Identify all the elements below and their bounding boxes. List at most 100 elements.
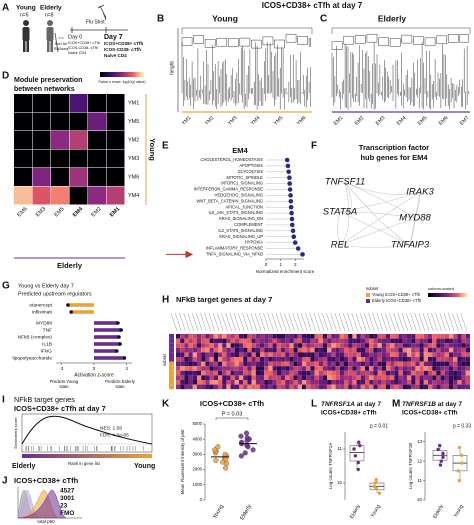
heat-cell bbox=[268, 357, 273, 362]
regulator-label: lipopolysaccharide bbox=[13, 355, 53, 361]
heat-cell bbox=[192, 370, 197, 376]
heat-cell bbox=[268, 352, 273, 357]
heat-cell bbox=[331, 370, 336, 376]
gene-label-mark bbox=[292, 312, 300, 332]
heat-cell bbox=[411, 352, 416, 357]
panel-label: A bbox=[2, 3, 9, 14]
heat-cell bbox=[381, 352, 386, 357]
heat-cell bbox=[218, 361, 223, 367]
gene-label-mark bbox=[305, 312, 312, 332]
gene-label-mark bbox=[237, 312, 245, 332]
bar-end bbox=[119, 328, 123, 332]
heat-cell bbox=[344, 334, 349, 339]
heat-cell bbox=[453, 366, 458, 371]
gene-node: REL bbox=[331, 240, 349, 251]
heat-cell bbox=[314, 334, 319, 339]
heat-cell bbox=[335, 352, 340, 357]
heat-cell bbox=[226, 352, 231, 357]
gene-label-mark bbox=[250, 312, 258, 332]
heat-cell bbox=[230, 338, 235, 344]
heat-cell bbox=[197, 375, 202, 380]
data-point bbox=[459, 453, 464, 458]
data-point bbox=[377, 491, 382, 495]
heat-cell bbox=[352, 357, 357, 362]
heat-cell bbox=[213, 366, 218, 371]
heat-cell bbox=[423, 338, 428, 344]
bar-end bbox=[116, 321, 120, 325]
heat-cell bbox=[230, 380, 235, 385]
data-point bbox=[441, 451, 445, 456]
heat-cell bbox=[264, 347, 269, 353]
gene-label-mark bbox=[204, 312, 211, 332]
heat-cell bbox=[192, 347, 197, 353]
heat-cell bbox=[310, 338, 315, 344]
heat-cell bbox=[373, 370, 378, 376]
heat-cell bbox=[411, 384, 416, 390]
heat-cell bbox=[457, 375, 462, 380]
regulator-label: etanercept bbox=[29, 302, 52, 308]
heat-cell bbox=[419, 357, 424, 362]
heat-cell bbox=[407, 366, 412, 371]
data-point bbox=[352, 447, 356, 451]
heat-cell bbox=[449, 347, 454, 353]
heat-cell bbox=[197, 347, 202, 353]
heat-cell bbox=[402, 347, 407, 353]
heat-cell bbox=[247, 343, 252, 348]
leaf-label: YM1 bbox=[181, 115, 193, 127]
heat-cell bbox=[369, 357, 374, 362]
heat-cell bbox=[377, 366, 382, 371]
heat-cell bbox=[276, 370, 281, 376]
data-point bbox=[242, 450, 248, 456]
heatmap-cell bbox=[51, 149, 69, 168]
heat-cell bbox=[180, 334, 185, 339]
heat-cell bbox=[369, 347, 374, 353]
heat-cell bbox=[255, 366, 260, 371]
heat-cell bbox=[419, 375, 424, 380]
gene-label-mark bbox=[317, 312, 325, 332]
heat-cell bbox=[209, 384, 214, 390]
heat-cell bbox=[281, 357, 286, 362]
heat-cell bbox=[327, 366, 332, 371]
heat-cell bbox=[268, 380, 273, 385]
heat-cell bbox=[440, 334, 445, 339]
heatmap-cell bbox=[69, 112, 88, 131]
leaf-label: EM2 bbox=[354, 115, 366, 127]
heat-cell bbox=[335, 357, 340, 362]
heat-cell bbox=[205, 366, 210, 371]
gene-label-mark bbox=[384, 312, 392, 332]
bar-end bbox=[69, 310, 73, 314]
heat-cell bbox=[377, 370, 382, 376]
heat-cell bbox=[318, 375, 323, 380]
heat-cell bbox=[226, 334, 231, 339]
gene-label-mark bbox=[275, 312, 283, 332]
heat-cell bbox=[318, 380, 323, 385]
heat-cell bbox=[327, 357, 332, 362]
heat-cell bbox=[180, 338, 185, 344]
heat-cell bbox=[209, 352, 214, 357]
panel-label: M bbox=[392, 399, 400, 410]
heat-cell bbox=[251, 361, 256, 367]
bar bbox=[94, 335, 119, 339]
heat-cell bbox=[218, 370, 223, 376]
heat-cell bbox=[465, 343, 470, 348]
heat-cell bbox=[365, 352, 370, 357]
heat-cell bbox=[415, 380, 420, 385]
heat-cell bbox=[339, 375, 344, 380]
heat-cell bbox=[176, 370, 181, 376]
heat-cell bbox=[461, 347, 466, 353]
heat-cell bbox=[205, 338, 210, 344]
axis-label: Normalized enrichment score bbox=[256, 269, 315, 274]
heatmap-cell bbox=[51, 168, 69, 186]
heat-cell bbox=[184, 370, 189, 376]
heat-cell bbox=[234, 361, 239, 367]
heat-cell bbox=[192, 366, 197, 371]
heat-cell bbox=[289, 366, 294, 371]
heat-cell bbox=[348, 361, 353, 367]
heat-cell bbox=[440, 352, 445, 357]
statistic: FDR: 4.0e-05 bbox=[100, 432, 129, 438]
heat-cell bbox=[377, 352, 382, 357]
regulator-label: TNF bbox=[43, 327, 52, 333]
gene-label-mark bbox=[300, 312, 308, 332]
row-label: YM1 bbox=[128, 101, 139, 107]
heat-cell bbox=[268, 338, 273, 344]
